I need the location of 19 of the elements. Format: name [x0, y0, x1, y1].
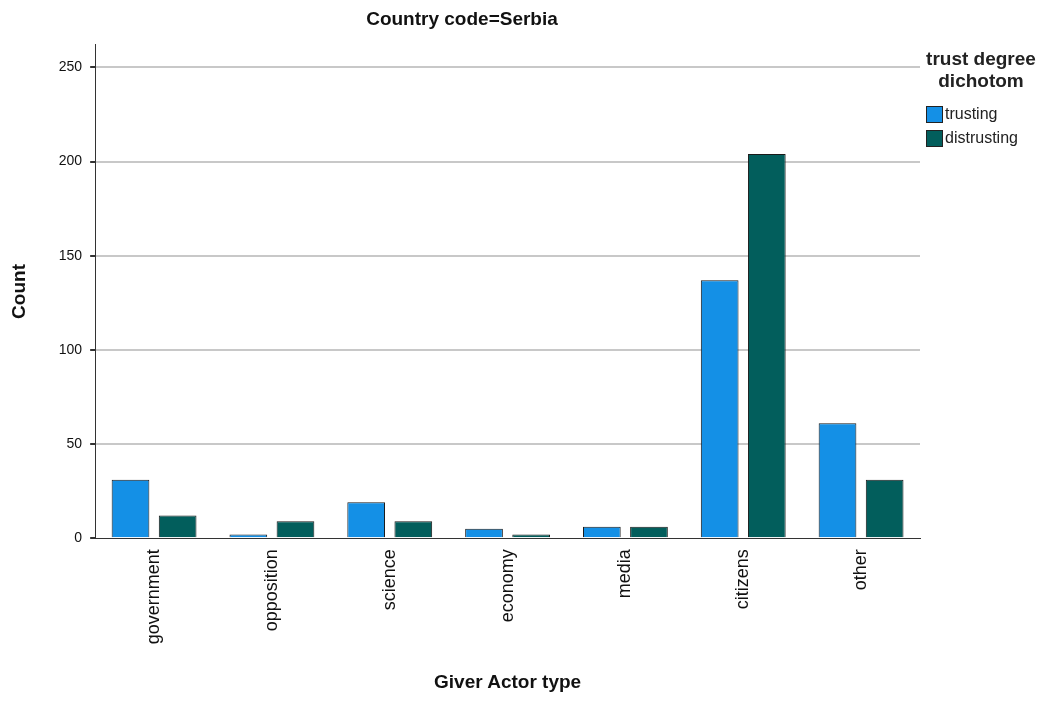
x-tick-label: economy [496, 549, 517, 623]
x-tick-label: media [614, 548, 635, 599]
y-tick-label: 50 [66, 434, 83, 451]
legend-label: distrusting [945, 129, 1018, 147]
y-axis-title: Count [7, 263, 29, 319]
y-tick-label: 150 [58, 246, 83, 263]
y-tick-label: 250 [58, 58, 83, 75]
legend-label: trusting [945, 105, 998, 123]
x-tick-label: science [378, 549, 399, 611]
y-tick-label: 100 [58, 340, 83, 357]
x-tick-label: government [143, 549, 164, 645]
legend-title: trust degree dichotom [926, 48, 1036, 92]
chart-title: Country code=Serbia [366, 7, 559, 29]
x-axis-title: Giver Actor type [434, 670, 582, 692]
y-tick-label: 0 [74, 529, 83, 546]
y-tick-label: 200 [58, 152, 83, 169]
x-tick-label: citizens [732, 549, 753, 610]
x-tick-label: opposition [260, 549, 281, 632]
x-tick-label: other [850, 549, 871, 591]
